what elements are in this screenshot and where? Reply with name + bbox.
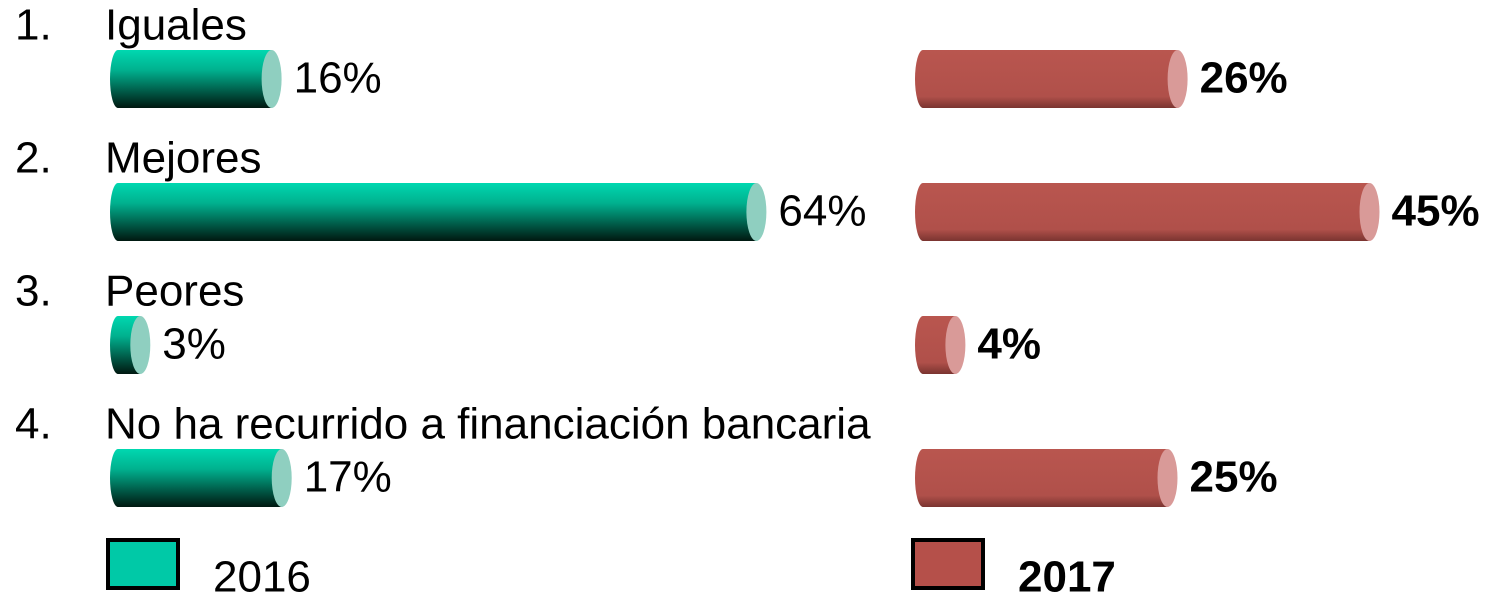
value-label: 17%	[304, 453, 392, 502]
category-label: Mejores	[105, 134, 262, 183]
value-label: 16%	[294, 54, 382, 103]
bar-cap	[130, 316, 151, 374]
legend-label: 2017	[1018, 553, 1116, 602]
category-number: 2.	[15, 134, 52, 183]
category-label: Peores	[105, 267, 244, 316]
category-number: 1.	[15, 1, 52, 50]
value-label: 26%	[1200, 54, 1288, 103]
bar	[915, 183, 1370, 241]
category-number: 3.	[15, 267, 52, 316]
bar	[915, 316, 956, 374]
bar-cap	[945, 316, 966, 374]
bar-cap	[1157, 449, 1178, 507]
bar-cap	[271, 449, 292, 507]
value-label: 3%	[162, 320, 226, 369]
value-label: 25%	[1190, 453, 1278, 502]
category-number: 4.	[15, 400, 52, 449]
bar	[110, 449, 282, 507]
bar	[915, 449, 1168, 507]
bar-cap	[1359, 183, 1380, 241]
value-label: 45%	[1392, 187, 1480, 236]
value-label: 64%	[778, 187, 866, 236]
category-label: Iguales	[105, 1, 247, 50]
value-label: 4%	[977, 320, 1041, 369]
bar-cap	[261, 50, 282, 108]
bar	[110, 183, 757, 241]
legend-label: 2016	[213, 553, 311, 602]
category-label: No ha recurrido a financiación bancaria	[105, 400, 871, 449]
legend-swatch	[911, 538, 985, 590]
bar-cap	[1167, 50, 1188, 108]
bar	[110, 50, 272, 108]
bar	[915, 50, 1178, 108]
legend-swatch	[106, 538, 180, 590]
bar-cap	[746, 183, 767, 241]
